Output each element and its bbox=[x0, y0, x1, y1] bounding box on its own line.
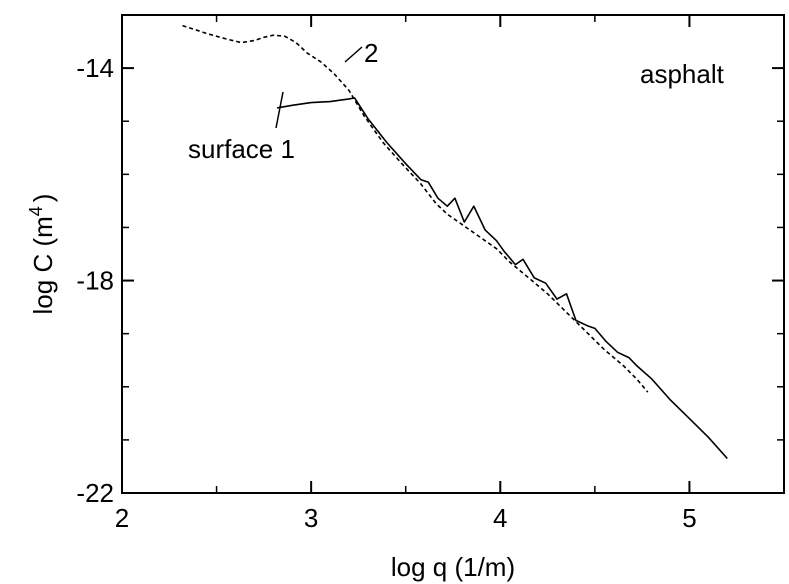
x-tick-label: 3 bbox=[304, 503, 318, 533]
y-tick-label: -22 bbox=[76, 478, 114, 508]
x-axis-label: log q (1/m) bbox=[391, 552, 515, 582]
x-tick-label: 4 bbox=[493, 503, 507, 533]
axis-ticks bbox=[121, 14, 785, 494]
series-2-label: 2 bbox=[364, 38, 378, 68]
x-tick-label: 2 bbox=[115, 503, 129, 533]
y-tick-label: -18 bbox=[76, 266, 114, 296]
y-axis-label-superscript: 4 bbox=[26, 206, 46, 216]
y-axis-label-main: log C (m bbox=[28, 216, 58, 314]
x-tick-label: 5 bbox=[682, 503, 696, 533]
series-1-label-leader bbox=[275, 91, 284, 129]
series-2-line bbox=[182, 24, 649, 393]
series-1-line bbox=[276, 97, 728, 460]
y-tick-label: -14 bbox=[76, 53, 114, 83]
series-1-label: surface 1 bbox=[188, 134, 295, 164]
y-axis-label-close: ) bbox=[28, 194, 58, 203]
axis-tick-labels: 2 3 4 5 -14 -18 -22 bbox=[76, 53, 696, 533]
y-axis-label: log C (m4) bbox=[26, 194, 58, 315]
plot-frame bbox=[121, 14, 785, 494]
material-label: asphalt bbox=[640, 59, 725, 89]
series-layer bbox=[182, 24, 728, 460]
series-2-label-leader bbox=[344, 46, 363, 63]
